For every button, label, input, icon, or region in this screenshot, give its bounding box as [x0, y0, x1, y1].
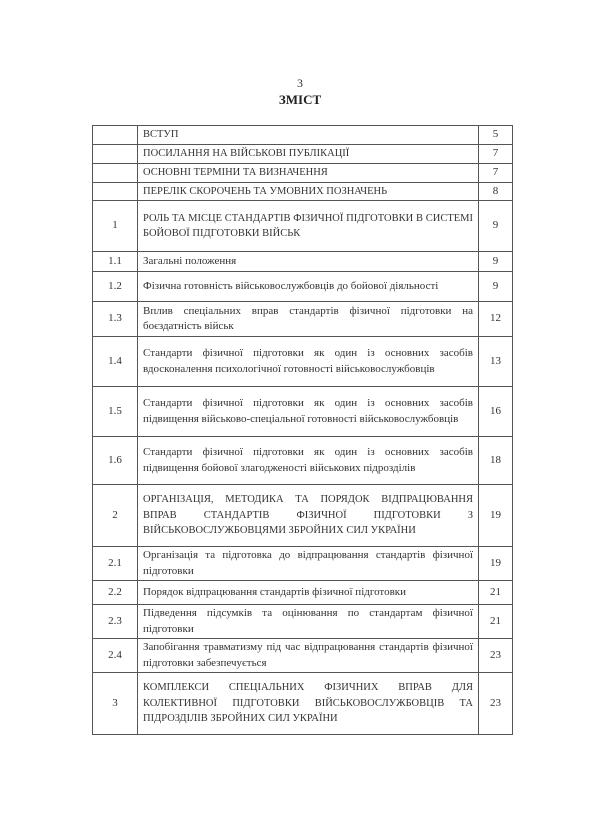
- toc-number: 2.3: [92, 604, 138, 639]
- toc-title: ВСТУП: [137, 125, 479, 145]
- toc-title: ПЕРЕЛІК СКОРОЧЕНЬ ТА УМОВНИХ ПОЗНАЧЕНЬ: [137, 181, 479, 201]
- toc-number: 1: [92, 200, 138, 252]
- toc-title: Запобігання травматизму під час відпрацю…: [137, 638, 479, 673]
- toc-page: 9: [478, 271, 513, 302]
- toc-row: 2.3 Підведення підсумків та оцінювання по…: [92, 604, 513, 639]
- toc-page: 9: [478, 200, 513, 252]
- toc-title: Організація та підготовка до відпрацюван…: [137, 546, 479, 581]
- toc-page: 21: [478, 604, 513, 639]
- toc-number: 3: [92, 672, 138, 735]
- toc-number: 2.1: [92, 546, 138, 581]
- toc-number: 1.3: [92, 301, 138, 337]
- toc-row: ПЕРЕЛІК СКОРОЧЕНЬ ТА УМОВНИХ ПОЗНАЧЕНЬ 8: [92, 181, 513, 201]
- toc-page: 9: [478, 251, 513, 272]
- toc-number: 2.4: [92, 638, 138, 673]
- toc-page: 23: [478, 638, 513, 673]
- page-number: 3: [297, 76, 303, 90]
- toc-title: КОМПЛЕКСИ СПЕЦІАЛЬНИХ ФІЗИЧНИХ ВПРАВ ДЛЯ…: [137, 672, 479, 735]
- toc-row: 2.2 Порядок відпрацювання стандартів фізи…: [92, 580, 513, 605]
- toc-title: Підведення підсумків та оцінювання по ст…: [137, 604, 479, 639]
- toc-row: 3 КОМПЛЕКСИ СПЕЦІАЛЬНИХ ФІЗИЧНИХ ВПРАВ ДЛ…: [92, 672, 513, 735]
- toc-page: 7: [478, 162, 513, 183]
- toc-row: ВСТУП 5: [92, 125, 513, 145]
- toc-title: ПОСИЛАННЯ НА ВІЙСЬКОВІ ПУБЛІКАЦІЇ: [137, 144, 479, 164]
- toc-number: 2.2: [92, 580, 138, 605]
- toc-page: 23: [478, 672, 513, 735]
- toc-number: 1.5: [92, 386, 138, 437]
- toc-title: Вплив спеціальних вправ стандартів фізич…: [137, 301, 479, 337]
- toc-title: ОРГАНІЗАЦІЯ, МЕТОДИКА ТА ПОРЯДОК ВІДПРАЦ…: [137, 484, 479, 547]
- toc-page: 5: [478, 125, 513, 145]
- toc-row: 1.1 Загальні положення 9: [92, 251, 513, 272]
- toc-title: Стандарти фізичної підготовки як один із…: [137, 336, 479, 387]
- toc-row: 1.3 Вплив спеціальних вправ стандартів фі…: [92, 301, 513, 337]
- toc-number: 1.4: [92, 336, 138, 387]
- toc-row: 1 РОЛЬ ТА МІСЦЕ СТАНДАРТІВ ФІЗИЧНОЇ ПІДГО…: [92, 200, 513, 252]
- toc-title: Загальні положення: [137, 251, 479, 272]
- toc-page: 8: [478, 181, 513, 201]
- toc-row: 1.2 Фізична готовність військовослужбовці…: [92, 271, 513, 302]
- toc-number: [92, 162, 138, 183]
- toc-row: 2.1 Організація та підготовка до відпрацю…: [92, 546, 513, 581]
- toc-row: 2 ОРГАНІЗАЦІЯ, МЕТОДИКА ТА ПОРЯДОК ВІДПРА…: [92, 484, 513, 547]
- table-of-contents: ВСТУП 5 ПОСИЛАННЯ НА ВІЙСЬКОВІ ПУБЛІКАЦІЇ 7…: [92, 125, 513, 735]
- toc-row: 1.4 Стандарти фізичної підготовки як один…: [92, 336, 513, 387]
- toc-title: Порядок відпрацювання стандартів фізично…: [137, 580, 479, 605]
- toc-title: Фізична готовність військовослужбовців д…: [137, 271, 479, 302]
- toc-number: [92, 181, 138, 201]
- page-title: ЗМІСТ: [278, 92, 322, 107]
- toc-page: 19: [478, 546, 513, 581]
- toc-page: 18: [478, 436, 513, 485]
- toc-number: [92, 144, 138, 164]
- toc-title: Стандарти фізичної підготовки як один із…: [137, 386, 479, 437]
- toc-row: ПОСИЛАННЯ НА ВІЙСЬКОВІ ПУБЛІКАЦІЇ 7: [92, 144, 513, 164]
- toc-page: 16: [478, 386, 513, 437]
- toc-page: 19: [478, 484, 513, 547]
- toc-number: 2: [92, 484, 138, 547]
- toc-number: 1.1: [92, 251, 138, 272]
- toc-page: 7: [478, 144, 513, 164]
- toc-row: 2.4 Запобігання травматизму під час відпр…: [92, 638, 513, 673]
- toc-number: 1.2: [92, 271, 138, 302]
- toc-title: Стандарти фізичної підготовки як один із…: [137, 436, 479, 485]
- toc-row: 1.6 Стандарти фізичної підготовки як один…: [92, 436, 513, 485]
- toc-title: РОЛЬ ТА МІСЦЕ СТАНДАРТІВ ФІЗИЧНОЇ ПІДГОТ…: [137, 200, 479, 252]
- toc-number: 1.6: [92, 436, 138, 485]
- toc-row: ОСНОВНІ ТЕРМІНИ ТА ВИЗНАЧЕННЯ 7: [92, 162, 513, 183]
- toc-row: 1.5 Стандарти фізичної підготовки як один…: [92, 386, 513, 437]
- toc-page: 13: [478, 336, 513, 387]
- toc-number: [92, 125, 138, 145]
- toc-page: 21: [478, 580, 513, 605]
- toc-title: ОСНОВНІ ТЕРМІНИ ТА ВИЗНАЧЕННЯ: [137, 162, 479, 183]
- toc-page: 12: [478, 301, 513, 337]
